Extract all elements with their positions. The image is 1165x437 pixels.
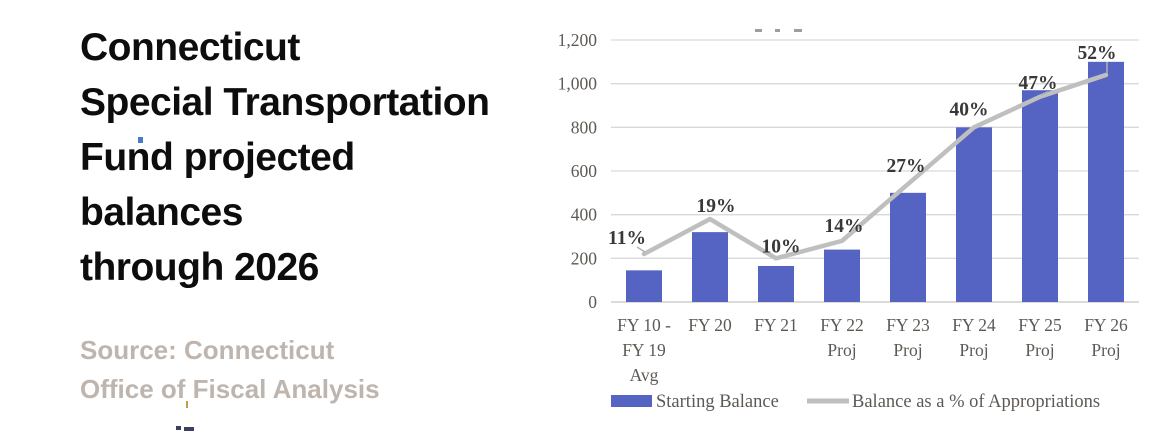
label-leader-line	[1040, 91, 1049, 96]
bar-fy-24-proj	[956, 127, 992, 302]
y-tick-label: 400	[571, 205, 598, 225]
x-tick-label: FY 23	[886, 315, 930, 335]
legend-label-starting-balance: Starting Balance	[656, 392, 779, 412]
y-tick-label: 600	[571, 161, 598, 181]
data-label-47%: 47%	[1019, 73, 1058, 94]
chart-title: Connecticut Special Transportation Fund …	[80, 20, 490, 295]
x-tick-label: Proj	[893, 340, 922, 360]
crop-artifact-text-fragment-1	[176, 426, 181, 430]
bar-fy-26-proj	[1088, 61, 1124, 303]
x-tick-label: FY 24	[952, 315, 996, 335]
data-label-11%: 11%	[608, 228, 646, 249]
title-line-3: Fund projected	[80, 136, 355, 179]
data-label-40%: 40%	[950, 99, 989, 120]
label-leader-line	[636, 246, 646, 253]
bar-fy-23-proj	[890, 192, 926, 302]
source-line-1: Source: Connecticut	[80, 335, 335, 365]
bar-fy-21	[758, 265, 794, 302]
y-tick-label: 1,200	[558, 30, 598, 50]
title-line-4: balances	[80, 191, 243, 234]
crop-artifact-dash-3	[794, 29, 802, 32]
x-tick-label: FY 10 -	[617, 315, 671, 335]
x-tick-label: FY 21	[754, 315, 798, 335]
y-tick-label: 800	[571, 117, 598, 137]
x-tick-label: Proj	[959, 340, 988, 360]
x-tick-label: FY 19	[622, 340, 666, 360]
y-tick-label: 200	[571, 248, 598, 268]
y-tick-label: 0	[588, 292, 597, 312]
title-line-2: Special Transportation	[80, 81, 490, 124]
data-label-19%: 19%	[697, 196, 736, 217]
bar-fy-22-proj	[824, 249, 860, 302]
crop-artifact-blue-mark	[138, 137, 143, 143]
source-line-2: Office of Fiscal Analysis	[80, 374, 380, 404]
x-tick-label: FY 25	[1018, 315, 1062, 335]
crop-artifact-text-fragment-2	[184, 427, 194, 431]
data-label-27%: 27%	[887, 156, 926, 177]
x-tick-label: Proj	[1025, 340, 1054, 360]
data-label-10%: 10%	[762, 236, 801, 257]
x-tick-label: FY 20	[688, 315, 732, 335]
x-tick-label: Proj	[827, 340, 856, 360]
crop-artifact-dash-1	[755, 29, 762, 32]
title-line-5: through 2026	[80, 246, 319, 289]
source-attribution: Source: Connecticut Office of Fiscal Ana…	[80, 331, 380, 409]
title-line-1: Connecticut	[80, 26, 300, 69]
data-label-14%: 14%	[825, 216, 864, 237]
legend-bar-swatch	[611, 395, 652, 407]
crop-artifact-olive-tick	[186, 401, 188, 408]
x-tick-label: Avg	[630, 365, 659, 385]
crop-artifact-dash-2	[775, 29, 780, 32]
trend-line	[641, 72, 1109, 261]
y-tick-label: 1,000	[558, 74, 598, 94]
x-tick-label: FY 26	[1084, 315, 1128, 335]
data-label-52%: 52%	[1078, 43, 1117, 64]
x-tick-label: FY 22	[820, 315, 864, 335]
bar-fy-10---fy-19-avg	[626, 270, 662, 302]
legend-label-balance-pct: Balance as a % of Appropriations	[852, 392, 1100, 412]
bar-fy-25-proj	[1022, 90, 1058, 302]
x-tick-label: Proj	[1091, 340, 1120, 360]
bar-fy-20	[692, 232, 728, 302]
